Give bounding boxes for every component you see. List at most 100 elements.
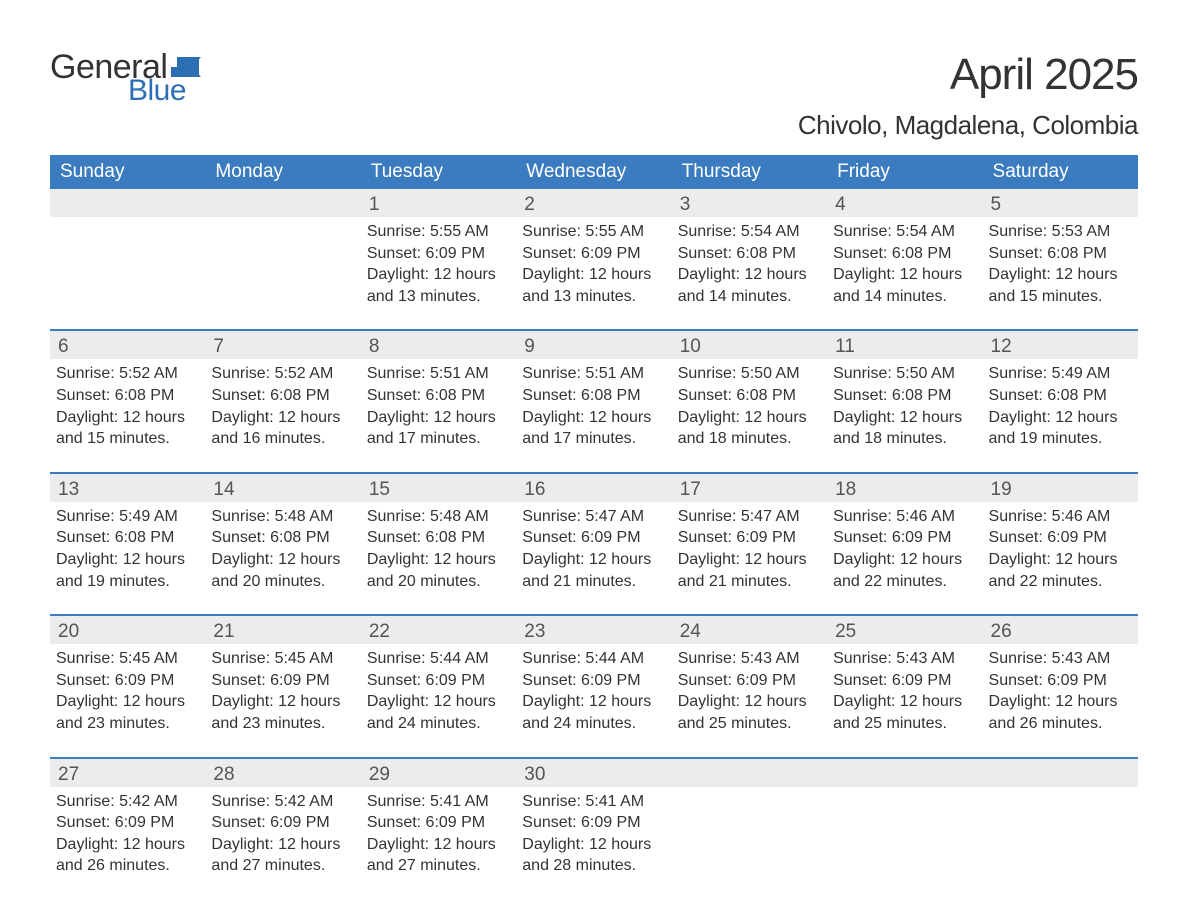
day-cell: 6Sunrise: 5:52 AMSunset: 6:08 PMDaylight… — [50, 331, 205, 453]
sunset-line: Sunset: 6:09 PM — [367, 812, 510, 834]
location-subtitle: Chivolo, Magdalena, Colombia — [798, 110, 1138, 141]
day-body: Sunrise: 5:52 AMSunset: 6:08 PMDaylight:… — [205, 359, 360, 453]
day-body: Sunrise: 5:55 AMSunset: 6:09 PMDaylight:… — [516, 217, 671, 311]
day-cell: 28Sunrise: 5:42 AMSunset: 6:09 PMDayligh… — [205, 759, 360, 881]
daylight-line: Daylight: 12 hours and 15 minutes. — [56, 407, 199, 450]
day-number: 20 — [50, 616, 205, 644]
day-cell: 11Sunrise: 5:50 AMSunset: 6:08 PMDayligh… — [827, 331, 982, 453]
day-cell — [50, 189, 205, 311]
sunset-line: Sunset: 6:08 PM — [367, 385, 510, 407]
day-body: Sunrise: 5:47 AMSunset: 6:09 PMDaylight:… — [516, 502, 671, 596]
sunset-line: Sunset: 6:08 PM — [678, 243, 821, 265]
sunset-line: Sunset: 6:08 PM — [211, 385, 354, 407]
sunrise-line: Sunrise: 5:43 AM — [678, 648, 821, 670]
weekday-header-cell: Sunday — [50, 155, 205, 189]
day-cell — [827, 759, 982, 881]
day-body: Sunrise: 5:48 AMSunset: 6:08 PMDaylight:… — [361, 502, 516, 596]
sunrise-line: Sunrise: 5:46 AM — [833, 506, 976, 528]
daylight-line: Daylight: 12 hours and 27 minutes. — [367, 834, 510, 877]
day-body: Sunrise: 5:46 AMSunset: 6:09 PMDaylight:… — [983, 502, 1138, 596]
sunset-line: Sunset: 6:08 PM — [678, 385, 821, 407]
day-number: 8 — [361, 331, 516, 359]
day-body: Sunrise: 5:43 AMSunset: 6:09 PMDaylight:… — [672, 644, 827, 738]
title-block: April 2025 Chivolo, Magdalena, Colombia — [798, 50, 1138, 141]
day-number: 5 — [983, 189, 1138, 217]
daylight-line: Daylight: 12 hours and 27 minutes. — [211, 834, 354, 877]
day-body: Sunrise: 5:42 AMSunset: 6:09 PMDaylight:… — [205, 787, 360, 881]
weekday-header-cell: Saturday — [983, 155, 1138, 189]
day-number: 13 — [50, 474, 205, 502]
day-body: Sunrise: 5:55 AMSunset: 6:09 PMDaylight:… — [361, 217, 516, 311]
daylight-line: Daylight: 12 hours and 20 minutes. — [367, 549, 510, 592]
day-number — [50, 189, 205, 217]
weeks-container: 1Sunrise: 5:55 AMSunset: 6:09 PMDaylight… — [50, 189, 1138, 881]
sunrise-line: Sunrise: 5:47 AM — [522, 506, 665, 528]
sunrise-line: Sunrise: 5:49 AM — [989, 363, 1132, 385]
day-cell: 21Sunrise: 5:45 AMSunset: 6:09 PMDayligh… — [205, 616, 360, 738]
day-cell — [983, 759, 1138, 881]
sunset-line: Sunset: 6:09 PM — [211, 812, 354, 834]
weekday-header-cell: Wednesday — [516, 155, 671, 189]
day-number — [983, 759, 1138, 787]
logo: General Blue — [50, 50, 203, 106]
sunrise-line: Sunrise: 5:41 AM — [522, 791, 665, 813]
sunset-line: Sunset: 6:08 PM — [56, 527, 199, 549]
sunset-line: Sunset: 6:08 PM — [522, 385, 665, 407]
day-body: Sunrise: 5:45 AMSunset: 6:09 PMDaylight:… — [205, 644, 360, 738]
day-cell: 20Sunrise: 5:45 AMSunset: 6:09 PMDayligh… — [50, 616, 205, 738]
sunrise-line: Sunrise: 5:51 AM — [367, 363, 510, 385]
day-cell: 27Sunrise: 5:42 AMSunset: 6:09 PMDayligh… — [50, 759, 205, 881]
daylight-line: Daylight: 12 hours and 21 minutes. — [522, 549, 665, 592]
sunrise-line: Sunrise: 5:54 AM — [678, 221, 821, 243]
day-body — [983, 787, 1138, 879]
daylight-line: Daylight: 12 hours and 26 minutes. — [989, 691, 1132, 734]
day-body — [827, 787, 982, 879]
day-cell: 12Sunrise: 5:49 AMSunset: 6:08 PMDayligh… — [983, 331, 1138, 453]
weekday-header-row: SundayMondayTuesdayWednesdayThursdayFrid… — [50, 155, 1138, 189]
day-body: Sunrise: 5:41 AMSunset: 6:09 PMDaylight:… — [516, 787, 671, 881]
day-body: Sunrise: 5:44 AMSunset: 6:09 PMDaylight:… — [516, 644, 671, 738]
day-number: 27 — [50, 759, 205, 787]
day-body: Sunrise: 5:54 AMSunset: 6:08 PMDaylight:… — [827, 217, 982, 311]
sunrise-line: Sunrise: 5:49 AM — [56, 506, 199, 528]
sunset-line: Sunset: 6:09 PM — [367, 670, 510, 692]
sunset-line: Sunset: 6:09 PM — [678, 670, 821, 692]
day-cell: 30Sunrise: 5:41 AMSunset: 6:09 PMDayligh… — [516, 759, 671, 881]
daylight-line: Daylight: 12 hours and 16 minutes. — [211, 407, 354, 450]
daylight-line: Daylight: 12 hours and 24 minutes. — [522, 691, 665, 734]
day-number: 29 — [361, 759, 516, 787]
header: General Blue April 2025 Chivolo, M — [50, 50, 1138, 141]
week-row: 13Sunrise: 5:49 AMSunset: 6:08 PMDayligh… — [50, 472, 1138, 596]
sunrise-line: Sunrise: 5:47 AM — [678, 506, 821, 528]
sunrise-line: Sunrise: 5:48 AM — [367, 506, 510, 528]
day-number: 4 — [827, 189, 982, 217]
day-number: 24 — [672, 616, 827, 644]
weekday-header-cell: Tuesday — [361, 155, 516, 189]
day-number: 6 — [50, 331, 205, 359]
day-cell: 15Sunrise: 5:48 AMSunset: 6:08 PMDayligh… — [361, 474, 516, 596]
day-cell: 23Sunrise: 5:44 AMSunset: 6:09 PMDayligh… — [516, 616, 671, 738]
day-cell — [672, 759, 827, 881]
sunset-line: Sunset: 6:09 PM — [522, 670, 665, 692]
daylight-line: Daylight: 12 hours and 22 minutes. — [833, 549, 976, 592]
sunrise-line: Sunrise: 5:41 AM — [367, 791, 510, 813]
month-title: April 2025 — [798, 50, 1138, 100]
daylight-line: Daylight: 12 hours and 28 minutes. — [522, 834, 665, 877]
day-number: 3 — [672, 189, 827, 217]
day-number: 25 — [827, 616, 982, 644]
daylight-line: Daylight: 12 hours and 22 minutes. — [989, 549, 1132, 592]
daylight-line: Daylight: 12 hours and 13 minutes. — [367, 264, 510, 307]
day-cell: 10Sunrise: 5:50 AMSunset: 6:08 PMDayligh… — [672, 331, 827, 453]
sunset-line: Sunset: 6:09 PM — [989, 527, 1132, 549]
sunrise-line: Sunrise: 5:43 AM — [989, 648, 1132, 670]
weekday-header-cell: Monday — [205, 155, 360, 189]
day-cell: 2Sunrise: 5:55 AMSunset: 6:09 PMDaylight… — [516, 189, 671, 311]
day-number: 11 — [827, 331, 982, 359]
day-cell: 25Sunrise: 5:43 AMSunset: 6:09 PMDayligh… — [827, 616, 982, 738]
sunrise-line: Sunrise: 5:50 AM — [833, 363, 976, 385]
sunset-line: Sunset: 6:09 PM — [56, 812, 199, 834]
sunrise-line: Sunrise: 5:46 AM — [989, 506, 1132, 528]
sunset-line: Sunset: 6:08 PM — [211, 527, 354, 549]
day-cell: 22Sunrise: 5:44 AMSunset: 6:09 PMDayligh… — [361, 616, 516, 738]
page: General Blue April 2025 Chivolo, M — [0, 0, 1188, 911]
